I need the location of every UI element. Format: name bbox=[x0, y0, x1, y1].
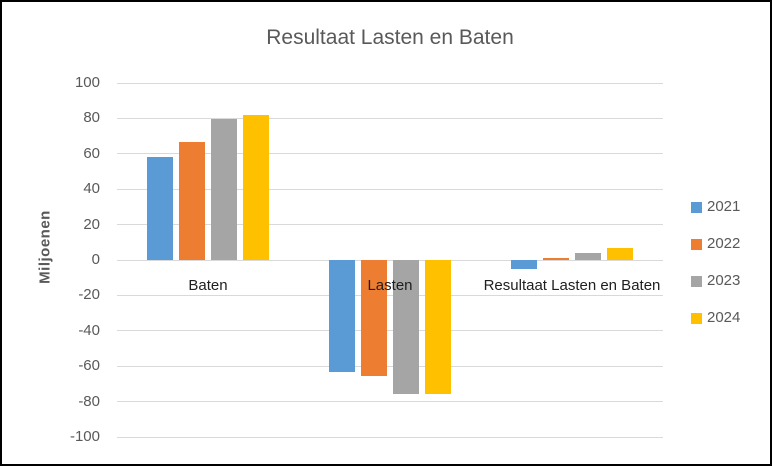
y-tick-label: -100 bbox=[69, 428, 100, 445]
y-tick-label: 80 bbox=[83, 109, 100, 127]
gridline bbox=[117, 117, 663, 119]
legend-swatch-icon bbox=[691, 201, 702, 213]
gridline bbox=[117, 401, 663, 403]
legend-label: 2021 bbox=[707, 198, 741, 215]
gridline bbox=[117, 330, 663, 332]
bar-2022-resultaat-lasten-en-baten[interactable] bbox=[543, 258, 569, 260]
gridline bbox=[117, 153, 663, 155]
bar-2022-baten[interactable] bbox=[179, 142, 205, 260]
category-label-lasten: Lasten bbox=[367, 277, 413, 294]
category-label-baten: Baten bbox=[188, 277, 228, 294]
bar-2023-resultaat-lasten-en-baten[interactable] bbox=[575, 252, 601, 260]
gridline bbox=[117, 224, 663, 226]
chart-title: Resultaat Lasten en Baten bbox=[266, 26, 514, 49]
bar-2021-resultaat-lasten-en-baten[interactable] bbox=[511, 260, 537, 269]
bar-2023-baten[interactable] bbox=[211, 119, 237, 260]
legend-swatch-icon bbox=[691, 238, 702, 250]
bar-2021-lasten[interactable] bbox=[329, 260, 355, 372]
plot-area bbox=[117, 82, 663, 438]
y-tick-label: -60 bbox=[78, 357, 100, 375]
gridline bbox=[117, 82, 663, 84]
gridline bbox=[117, 294, 663, 296]
bar-2024-resultaat-lasten-en-baten[interactable] bbox=[607, 248, 633, 260]
bar-2024-lasten[interactable] bbox=[425, 260, 451, 394]
legend-item-2023[interactable]: 2023 bbox=[691, 272, 740, 290]
y-tick-label: -80 bbox=[78, 392, 100, 410]
bar-2023-lasten[interactable] bbox=[393, 260, 419, 394]
legend-label: 2024 bbox=[707, 309, 741, 326]
gridline bbox=[117, 436, 663, 438]
gridline bbox=[117, 259, 663, 261]
bar-2024-baten[interactable] bbox=[243, 114, 269, 260]
category-label-resultaat-lasten-en-baten: Resultaat Lasten en Baten bbox=[483, 277, 661, 294]
legend-swatch-icon bbox=[691, 275, 702, 287]
legend-label: 2023 bbox=[707, 272, 741, 289]
gridline bbox=[117, 365, 663, 367]
y-tick-label: 60 bbox=[83, 144, 100, 162]
legend-item-2022[interactable]: 2022 bbox=[691, 235, 740, 253]
bar-2022-lasten[interactable] bbox=[361, 260, 387, 376]
y-tick-label: 0 bbox=[91, 251, 100, 268]
y-tick-label: -20 bbox=[78, 286, 100, 304]
legend-item-2024[interactable]: 2024 bbox=[691, 309, 740, 327]
gridline bbox=[117, 188, 663, 190]
legend-item-2021[interactable]: 2021 bbox=[691, 198, 740, 216]
legend-label: 2022 bbox=[707, 235, 741, 252]
legend: 2021 2022 2023 2024 bbox=[691, 198, 740, 327]
bar-2021-baten[interactable] bbox=[147, 157, 173, 260]
y-tick-label: 40 bbox=[83, 180, 100, 198]
y-tick-label: 20 bbox=[83, 215, 100, 233]
legend-swatch-icon bbox=[691, 312, 702, 324]
y-tick-label: -40 bbox=[78, 321, 100, 339]
y-tick-label: 100 bbox=[74, 74, 100, 91]
